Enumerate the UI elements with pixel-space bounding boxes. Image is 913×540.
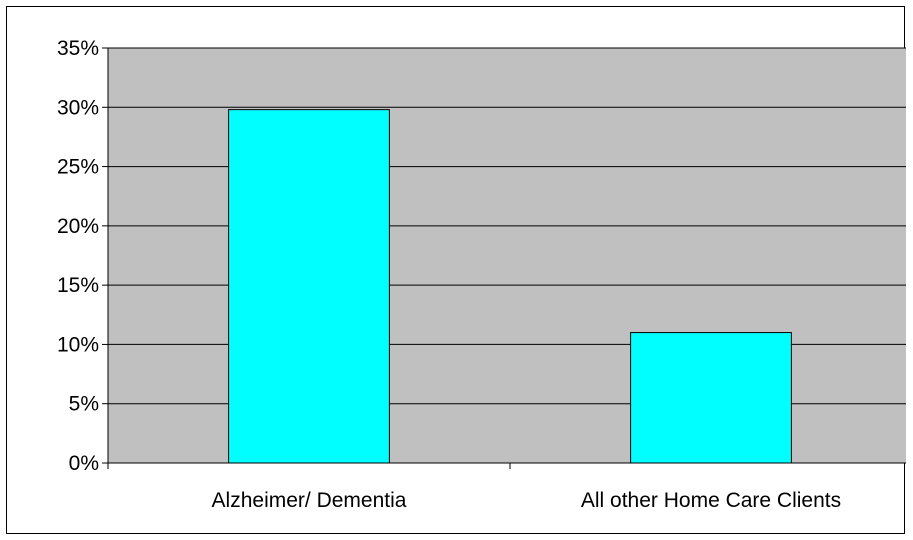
x-axis-labels: Alzheimer/ Dementia All other Home Care C… <box>212 489 842 512</box>
bar-1 <box>228 109 390 464</box>
y-tick-label: 5% <box>69 393 99 416</box>
y-tick-label: 15% <box>57 274 99 297</box>
axes <box>102 47 906 469</box>
y-tick-label: 25% <box>57 156 99 179</box>
y-tick-label: 0% <box>69 452 99 475</box>
y-axis-labels: 0% 5% 10% 15% 20% 25% 30% 35% <box>57 37 99 475</box>
bar-2 <box>630 332 792 464</box>
y-tick-label: 10% <box>57 333 99 356</box>
bars <box>228 109 792 464</box>
y-tick-label: 30% <box>57 96 99 119</box>
y-tick-label: 35% <box>57 37 99 60</box>
x-category-label: All other Home Care Clients <box>581 489 841 512</box>
y-tick-label: 20% <box>57 215 99 238</box>
chart-frame: 0% 5% 10% 15% 20% 25% 30% 35% Alzheimer/ Dement… <box>6 6 906 534</box>
x-category-label: Alzheimer/ Dementia <box>212 489 407 512</box>
bar-chart: 0% 5% 10% 15% 20% 25% 30% 35% Alzheimer/ Dement… <box>57 37 906 512</box>
